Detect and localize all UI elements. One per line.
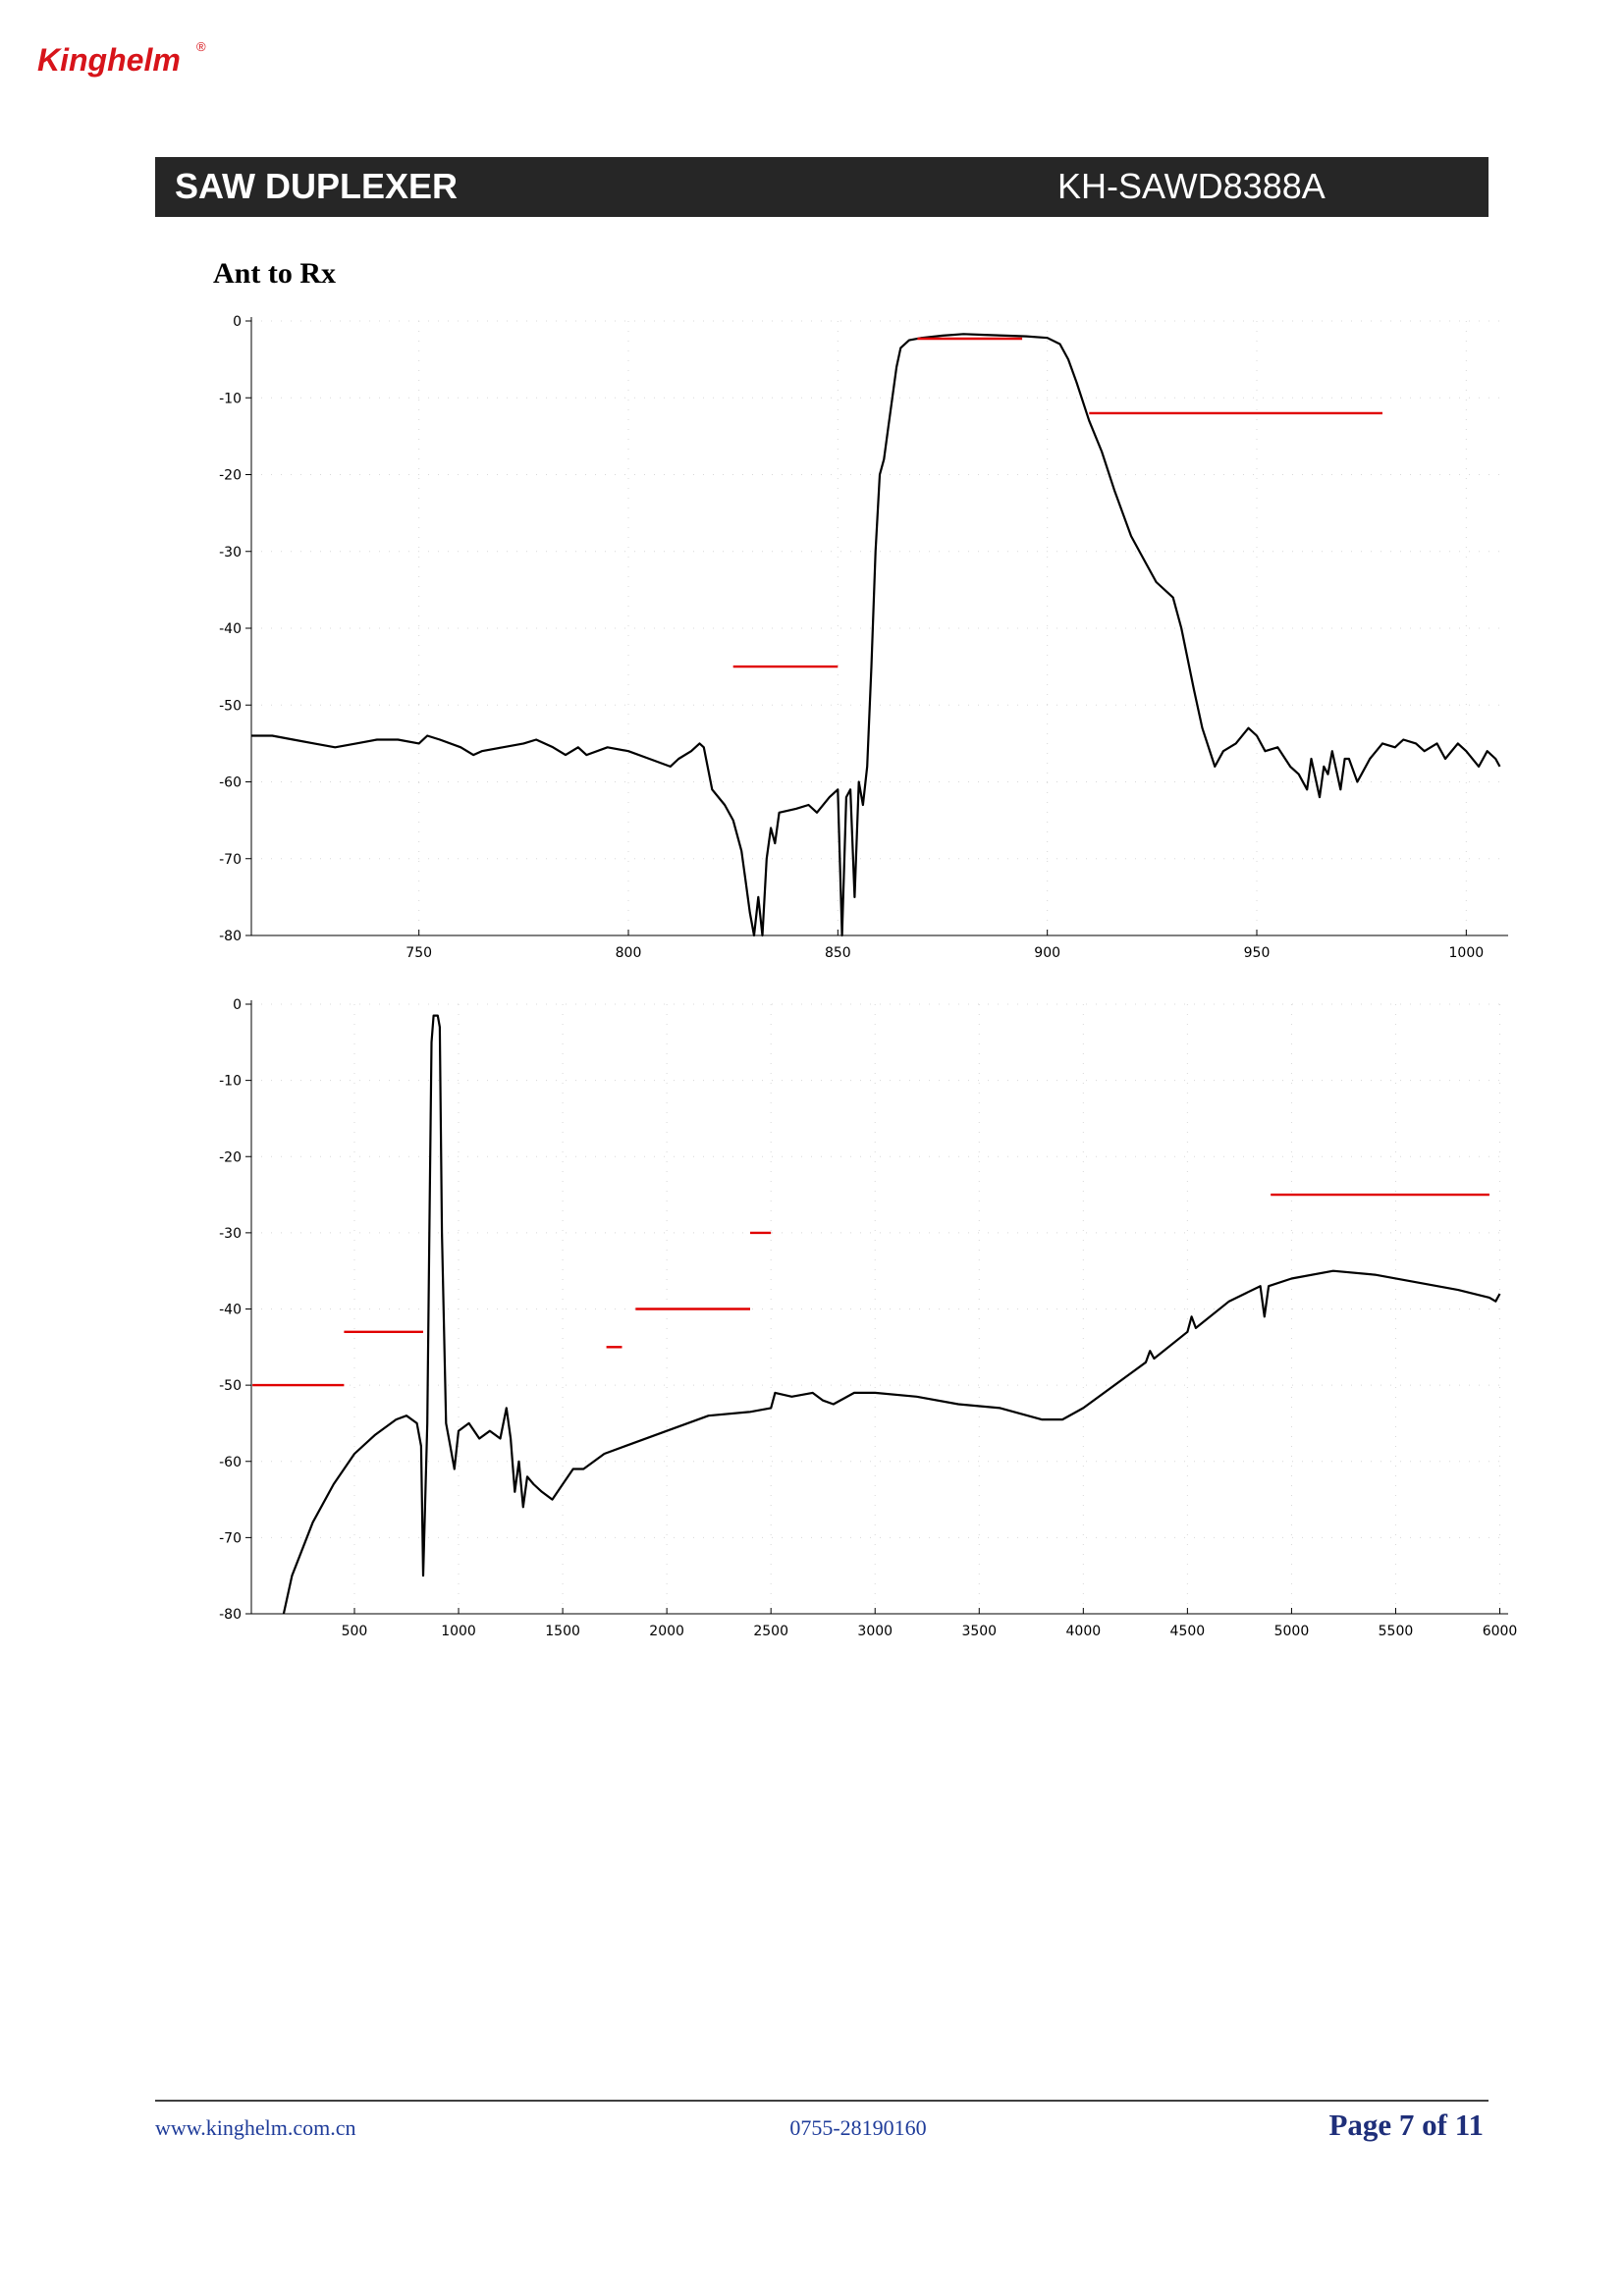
x-tick-label: 950: [1244, 945, 1271, 961]
y-tick-label: -30: [219, 1226, 242, 1242]
x-tick-label: 1000: [1449, 945, 1485, 961]
y-tick-label: -50: [219, 698, 242, 714]
x-tick-label: 5500: [1379, 1624, 1414, 1639]
x-tick-label: 800: [616, 945, 642, 961]
footer-phone: 0755-28190160: [789, 2115, 926, 2140]
y-tick-label: -70: [219, 1530, 242, 1546]
y-tick-label: -70: [219, 852, 242, 868]
x-tick-label: 3000: [857, 1624, 893, 1639]
y-tick-label: 0: [233, 314, 242, 330]
y-tick-label: -80: [219, 1607, 242, 1623]
y-tick-label: -80: [219, 929, 242, 944]
x-tick-label: 1000: [441, 1624, 476, 1639]
y-tick-label: -40: [219, 621, 242, 637]
y-tick-label: -60: [219, 1455, 242, 1470]
series-line: [251, 333, 1501, 937]
x-tick-label: 3500: [961, 1624, 997, 1639]
title-bar: [155, 157, 1489, 217]
y-tick-label: -50: [219, 1378, 242, 1394]
doc-title: SAW DUPLEXER: [175, 166, 458, 206]
x-tick-label: 4000: [1066, 1624, 1102, 1639]
y-tick-label: -20: [219, 1149, 242, 1165]
x-tick-label: 900: [1034, 945, 1060, 961]
logo-mark: ®: [196, 39, 206, 54]
x-tick-label: 6000: [1483, 1624, 1518, 1639]
x-tick-label: 4500: [1170, 1624, 1206, 1639]
footer-page: Page 7 of 11: [1328, 2108, 1484, 2142]
y-tick-label: -10: [219, 391, 242, 406]
x-tick-label: 750: [406, 945, 432, 961]
y-tick-label: -20: [219, 468, 242, 484]
y-tick-label: -30: [219, 545, 242, 561]
x-tick-label: 5000: [1274, 1624, 1310, 1639]
x-tick-label: 500: [342, 1624, 368, 1639]
y-tick-label: -60: [219, 775, 242, 791]
x-tick-label: 850: [825, 945, 851, 961]
x-tick-label: 2500: [753, 1624, 788, 1639]
series-line: [282, 1014, 1501, 1615]
y-tick-label: -40: [219, 1303, 242, 1318]
x-tick-label: 1500: [545, 1624, 580, 1639]
y-tick-label: -10: [219, 1074, 242, 1090]
logo: Kinghelm: [37, 42, 181, 78]
footer-website: www.kinghelm.com.cn: [155, 2115, 355, 2140]
x-tick-label: 2000: [649, 1624, 684, 1639]
y-tick-label: 0: [233, 997, 242, 1013]
section-title: Ant to Rx: [213, 257, 336, 290]
part-number: KH-SAWD8388A: [1057, 166, 1326, 206]
